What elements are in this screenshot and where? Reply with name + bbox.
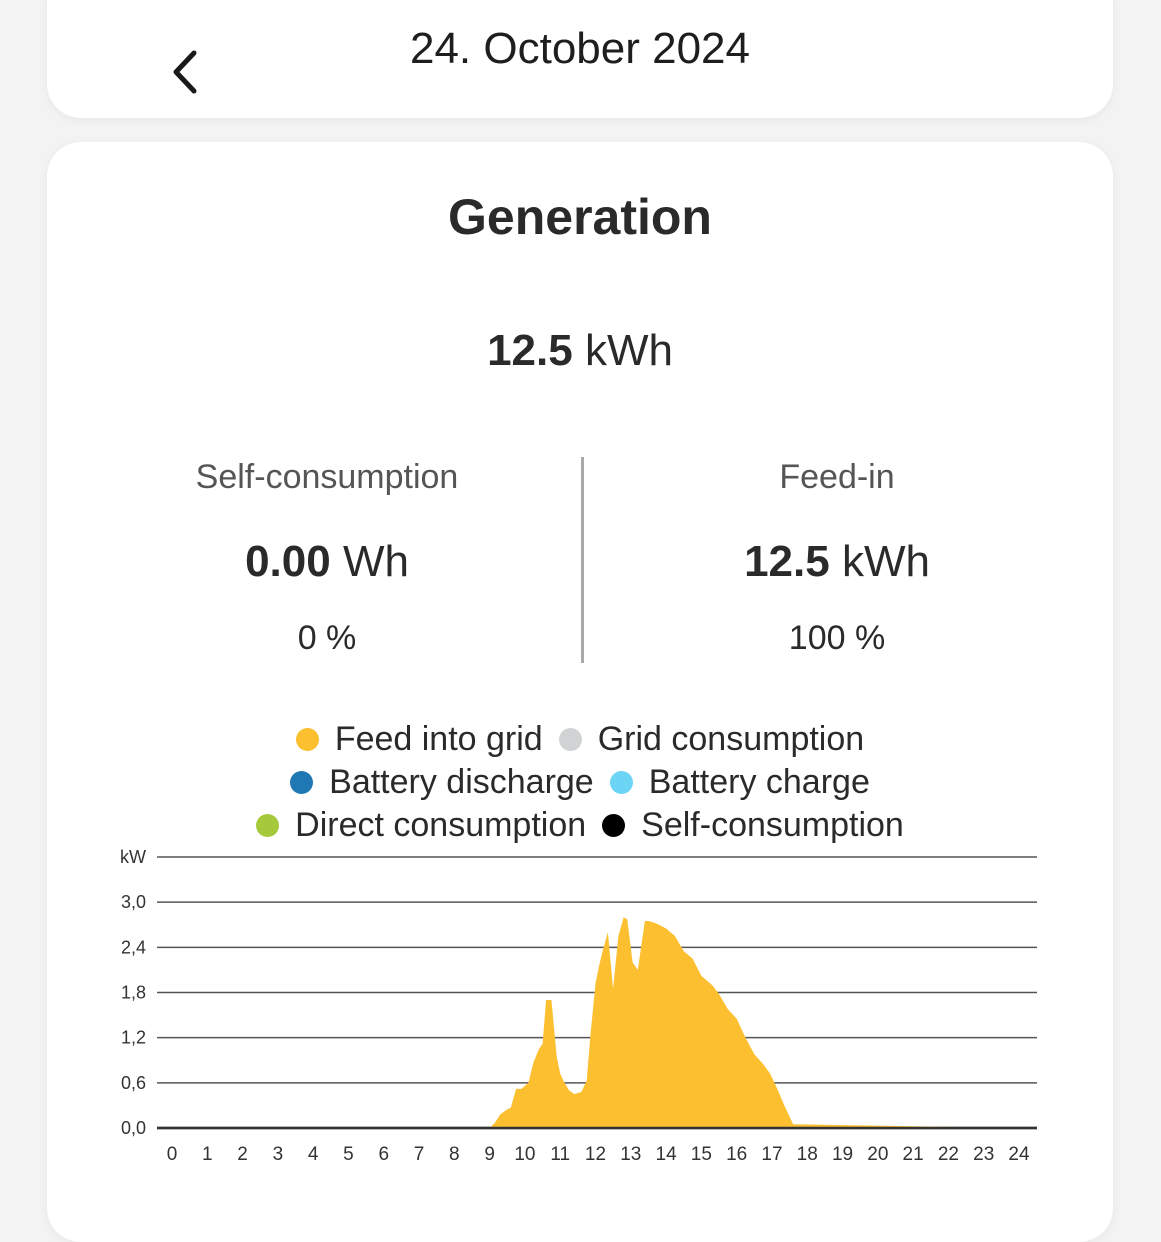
legend-item-battery-discharge[interactable]: Battery discharge xyxy=(290,763,594,802)
stat-divider xyxy=(581,457,584,663)
self-consumption-unit: Wh xyxy=(342,537,409,586)
feed-in-unit: kWh xyxy=(841,537,930,586)
date-title: 24. October 2024 xyxy=(409,24,750,73)
self-consumption-number: 0.00 xyxy=(245,537,331,586)
legend-item-grid-consumption[interactable]: Grid consumption xyxy=(558,720,865,759)
y-tick-label: 1,8 xyxy=(121,983,146,1003)
x-tick-label: 17 xyxy=(761,1144,782,1165)
total-generation: 12.5 kWh xyxy=(47,326,1113,376)
total-value: 12.5 xyxy=(487,326,573,375)
x-tick-label: 15 xyxy=(691,1144,712,1165)
legend-label: Feed into grid xyxy=(334,720,543,758)
y-axis-unit: kW xyxy=(120,847,146,867)
x-tick-label: 20 xyxy=(867,1144,888,1165)
x-tick-label: 2 xyxy=(237,1144,248,1165)
legend-dot xyxy=(256,814,280,837)
feed-in-stat: Feed-in 12.5 kWh 100 % xyxy=(587,458,1087,658)
x-tick-label: 4 xyxy=(308,1144,319,1165)
legend-row: Feed into grid Grid consumption xyxy=(47,718,1113,761)
total-unit: kWh xyxy=(584,326,673,375)
y-tick-label: 2,4 xyxy=(121,937,146,957)
x-tick-label: 23 xyxy=(973,1144,994,1165)
x-tick-label: 21 xyxy=(903,1144,924,1165)
x-tick-label: 14 xyxy=(656,1144,678,1165)
x-tick-label: 13 xyxy=(620,1144,641,1165)
legend-dot xyxy=(290,771,314,794)
x-tick-label: 9 xyxy=(484,1144,495,1165)
legend-dot xyxy=(558,728,582,751)
x-tick-label: 3 xyxy=(273,1144,284,1165)
x-tick-label: 0 xyxy=(167,1144,178,1165)
x-tick-label: 10 xyxy=(514,1144,535,1165)
feed-in-number: 12.5 xyxy=(744,537,830,586)
legend-label: Self-consumption xyxy=(641,806,904,844)
self-consumption-label: Self-consumption xyxy=(195,458,459,496)
y-tick-label: 3,0 xyxy=(121,892,146,912)
self-consumption-stat: Self-consumption 0.00 Wh 0 % xyxy=(77,458,577,658)
y-tick-label: 0,0 xyxy=(121,1118,146,1138)
legend-item-battery-charge[interactable]: Battery charge xyxy=(609,763,870,802)
x-tick-label: 8 xyxy=(449,1144,460,1165)
generation-title: Generation xyxy=(448,189,712,245)
legend-item-feed-into-grid[interactable]: Feed into grid xyxy=(295,720,543,759)
x-tick-label: 11 xyxy=(550,1144,570,1165)
x-tick-label: 24 xyxy=(1008,1144,1030,1165)
x-tick-label: 16 xyxy=(726,1144,747,1165)
x-tick-label: 22 xyxy=(938,1144,959,1165)
legend-label: Battery charge xyxy=(648,763,870,801)
y-tick-label: 0,6 xyxy=(121,1073,146,1093)
feed-in-percent: 100 % xyxy=(788,619,886,657)
chevron-left-icon xyxy=(173,50,197,94)
feed-in-label: Feed-in xyxy=(779,458,895,496)
legend-dot xyxy=(609,771,633,794)
legend-label: Battery discharge xyxy=(329,763,594,801)
generation-card: Generation 12.5 kWh Self-consumption 0.0… xyxy=(47,142,1113,1242)
feed-in-value: 12.5 kWh xyxy=(587,537,1087,587)
chart-legend: Feed into grid Grid consumption Battery … xyxy=(47,718,1113,847)
legend-label: Grid consumption xyxy=(597,720,865,758)
legend-dot xyxy=(602,814,626,837)
x-tick-label: 12 xyxy=(585,1144,606,1165)
date-header: 24. October 2024 xyxy=(47,0,1113,118)
legend-dot xyxy=(295,728,319,751)
legend-row: Battery discharge Battery charge xyxy=(47,761,1113,804)
self-consumption-value: 0.00 Wh xyxy=(77,537,577,587)
area-series-feed-into-grid xyxy=(172,917,1019,1128)
x-tick-label: 18 xyxy=(797,1144,818,1165)
legend-label: Direct consumption xyxy=(295,806,587,844)
back-button[interactable] xyxy=(165,46,205,98)
legend-item-direct-consumption[interactable]: Direct consumption xyxy=(256,806,586,845)
legend-row: Direct consumption Self-consumption xyxy=(47,804,1113,847)
self-consumption-percent: 0 % xyxy=(297,619,357,657)
x-tick-label: 6 xyxy=(378,1144,389,1165)
x-tick-label: 19 xyxy=(832,1144,853,1165)
x-tick-label: 1 xyxy=(202,1144,213,1165)
y-tick-label: 1,2 xyxy=(121,1028,146,1048)
x-tick-label: 7 xyxy=(414,1144,425,1165)
legend-item-self-consumption[interactable]: Self-consumption xyxy=(602,806,904,845)
x-tick-label: 5 xyxy=(343,1144,354,1165)
